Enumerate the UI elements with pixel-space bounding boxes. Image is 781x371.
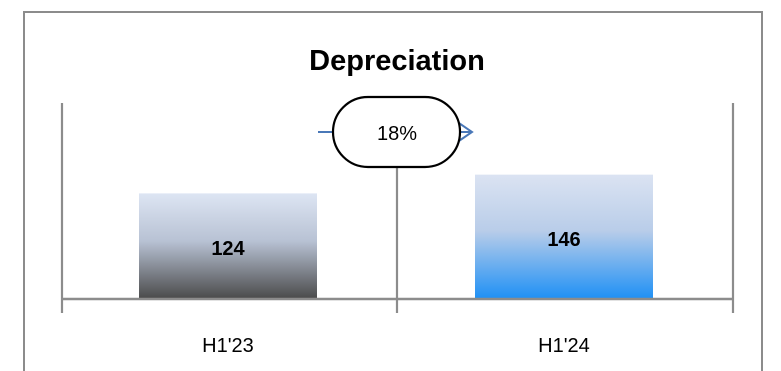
growth-arrow-head [455, 120, 474, 144]
data-label-H1'23: 124 [211, 238, 245, 260]
growth-callout [331, 95, 462, 169]
chart-title: Depreciation [309, 45, 485, 77]
growth-label: 18% [377, 123, 417, 145]
x-tick-label: H1'23 [202, 335, 254, 357]
x-tick-label: H1'24 [538, 335, 590, 357]
plot-area: 124 146 H1'23 H1'24 18% [60, 95, 735, 357]
data-label-H1'24: 146 [547, 229, 580, 251]
bar-H1'23 [139, 193, 317, 299]
chart-frame [23, 11, 763, 371]
bar-H1'24 [475, 174, 653, 299]
